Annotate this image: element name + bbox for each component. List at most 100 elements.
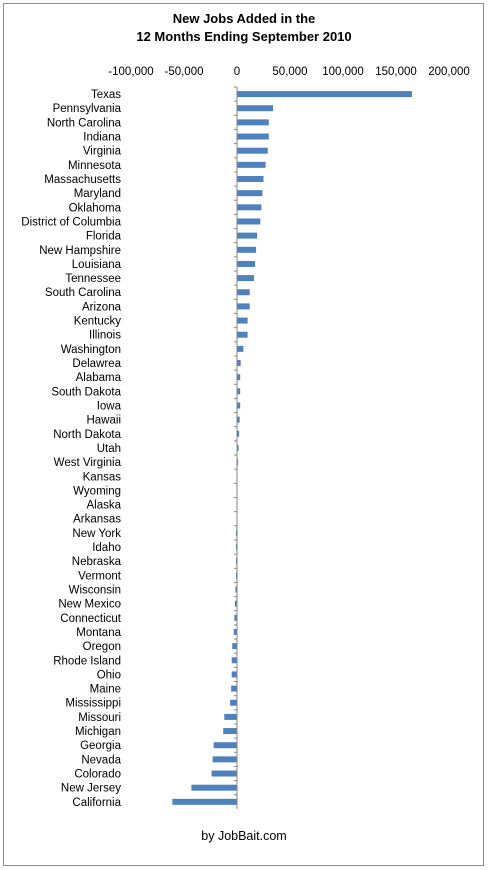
category-label: Delawrea <box>72 358 121 370</box>
category-label: Maine <box>90 684 121 696</box>
bar <box>237 317 248 324</box>
x-axis: -100,000 -50,000 0 50,000 100,000 150,000 200,… <box>108 66 469 78</box>
category-label: Illinois <box>89 330 121 342</box>
category-label: Arkansas <box>73 514 121 526</box>
category-label: North Carolina <box>47 117 122 129</box>
category-label: West Virginia <box>54 457 122 469</box>
bar <box>237 204 262 211</box>
bar <box>237 402 241 409</box>
category-label: North Dakota <box>53 429 121 441</box>
bar <box>231 685 237 692</box>
bar <box>237 218 261 225</box>
x-tick-label: 0 <box>234 66 240 78</box>
bar <box>231 657 237 664</box>
bar <box>232 643 237 650</box>
bar <box>235 572 237 579</box>
category-label: Alaska <box>86 500 121 512</box>
bar <box>172 798 237 805</box>
bar <box>237 275 254 282</box>
category-label: Georgia <box>80 740 122 752</box>
category-label: Massachusetts <box>44 174 121 186</box>
category-label: Louisiana <box>72 259 122 271</box>
bar <box>237 374 241 381</box>
bar <box>213 742 237 749</box>
x-tick-label: 100,000 <box>322 66 364 78</box>
category-label: Minnesota <box>68 160 122 172</box>
category-axis: Texas Pennsylvania North Carolina Indiana Vi… <box>21 86 237 809</box>
category-label: Idaho <box>92 542 121 554</box>
bar <box>224 713 237 720</box>
category-label: Florida <box>86 231 122 243</box>
bar <box>191 784 237 791</box>
category-label: Indiana <box>83 132 121 144</box>
bar <box>233 628 237 635</box>
bar <box>237 360 241 367</box>
bar <box>235 558 237 565</box>
category-label: Tennessee <box>65 273 121 285</box>
bar <box>237 260 256 267</box>
category-label: Washington <box>61 344 121 356</box>
category-label: Maryland <box>74 188 121 200</box>
category-label: Pennsylvania <box>53 103 122 115</box>
category-label: Iowa <box>97 400 122 412</box>
category-label: Ohio <box>97 669 121 681</box>
bar <box>231 671 237 678</box>
bar <box>237 176 264 183</box>
category-label: Arizona <box>82 301 122 313</box>
category-label: Oklahoma <box>69 202 122 214</box>
bar <box>211 770 237 777</box>
x-tick-label: 200,000 <box>428 66 470 78</box>
bar <box>235 544 237 551</box>
category-label: Nebraska <box>72 556 122 568</box>
x-tick-label: 50,000 <box>272 66 307 78</box>
bar <box>223 728 237 735</box>
bar <box>237 388 241 395</box>
bar <box>234 600 237 607</box>
bar <box>230 699 237 706</box>
category-label: New York <box>72 528 121 540</box>
bar <box>237 190 263 197</box>
category-label: California <box>72 797 121 809</box>
bar <box>237 416 240 423</box>
bar <box>237 331 248 338</box>
category-label: Wyoming <box>73 485 121 497</box>
category-label: Missouri <box>78 712 121 724</box>
category-label: New Hampshire <box>39 245 121 257</box>
chart-title: New Jobs Added in the 12 Months Ending S… <box>136 11 352 44</box>
category-label: New Mexico <box>58 599 121 611</box>
category-label: South Dakota <box>51 386 121 398</box>
x-tick-label: -50,000 <box>164 66 203 78</box>
bar <box>237 147 268 154</box>
category-label: Wisconsin <box>69 585 121 597</box>
bar <box>237 289 250 296</box>
category-label: New Jersey <box>61 783 121 795</box>
bar <box>237 345 244 352</box>
category-label: Vermont <box>78 570 122 582</box>
category-label: Michigan <box>75 726 121 738</box>
bar <box>237 444 239 451</box>
x-tick-label: 150,000 <box>375 66 417 78</box>
bar <box>237 161 266 168</box>
category-label: Nevada <box>81 754 121 766</box>
category-label: Connecticut <box>60 613 122 625</box>
category-label: Virginia <box>83 146 122 158</box>
bar <box>212 756 237 763</box>
bar <box>237 105 274 112</box>
x-tick-label: -100,000 <box>108 66 153 78</box>
category-label: Kentucky <box>74 316 122 328</box>
bar <box>237 119 269 126</box>
category-label: Rhode Island <box>53 655 121 667</box>
chart-frame <box>3 3 484 866</box>
source-credit: by JobBait.com <box>201 829 287 843</box>
category-label: Utah <box>97 443 121 455</box>
bar <box>234 614 237 621</box>
bar <box>237 232 258 239</box>
bar <box>237 246 257 253</box>
category-label: Hawaii <box>86 415 121 427</box>
category-label: Texas <box>91 89 121 101</box>
category-label: Kansas <box>83 471 122 483</box>
bar <box>237 430 240 437</box>
category-label: Colorado <box>74 769 121 781</box>
category-label: Alabama <box>76 372 122 384</box>
